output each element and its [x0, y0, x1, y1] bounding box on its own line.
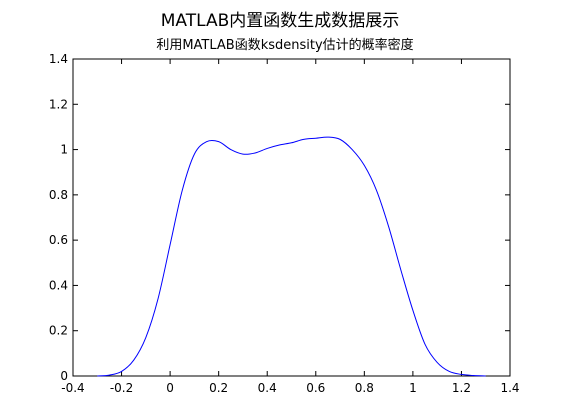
x-tick-label: 0.6: [306, 381, 325, 395]
x-tick-label: -0.2: [110, 381, 133, 395]
series-layer: [97, 136, 486, 377]
y-tick-label: 1.4: [49, 52, 68, 66]
y-axis-ticks: 0 0.2 0.4 0.6 0.8 1 1.2 1.4: [49, 52, 510, 383]
x-tick-label: 0.4: [258, 381, 277, 395]
x-tick-label: 1.2: [452, 381, 471, 395]
x-tick-label: 1: [409, 381, 417, 395]
chart-subtitle: 利用MATLAB函数ksdensity估计的概率密度: [156, 37, 413, 53]
y-tick-label: 1.2: [49, 97, 68, 111]
x-tick-label: 0.8: [355, 381, 374, 395]
y-tick-label: 0.8: [49, 188, 68, 202]
x-tick-label: -0.4: [61, 381, 84, 395]
y-tick-label: 0.4: [49, 278, 68, 292]
y-tick-label: 0.2: [49, 324, 68, 338]
x-axis-ticks: -0.4 -0.2 0 0.2 0.4 0.6 0.8 1 1.2 1.4: [61, 59, 520, 395]
plot-area: [72, 58, 511, 377]
x-tick-label: 0: [166, 381, 174, 395]
y-tick-label: 0.6: [49, 233, 68, 247]
y-tick-label: 0: [60, 369, 68, 383]
density-line: [97, 136, 486, 377]
x-tick-label: 1.4: [500, 381, 519, 395]
x-tick-label: 0.2: [209, 381, 228, 395]
y-tick-label: 1: [60, 143, 68, 157]
chart-title: MATLAB内置函数生成数据展示: [161, 11, 400, 31]
